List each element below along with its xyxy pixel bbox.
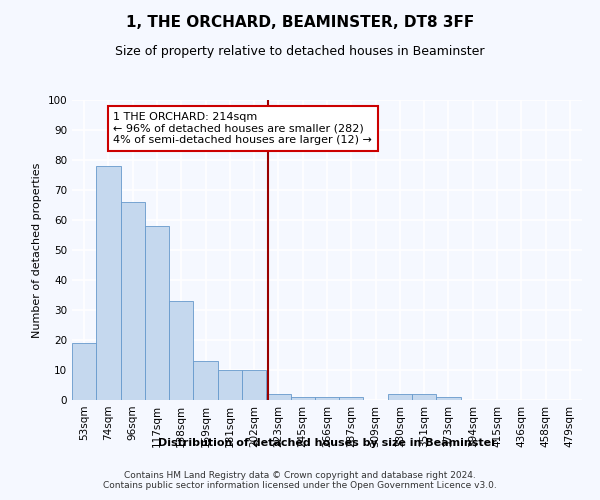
Y-axis label: Number of detached properties: Number of detached properties: [32, 162, 42, 338]
Text: 1, THE ORCHARD, BEAMINSTER, DT8 3FF: 1, THE ORCHARD, BEAMINSTER, DT8 3FF: [126, 15, 474, 30]
Bar: [266, 394, 290, 400]
Bar: [193, 361, 218, 400]
Text: Contains HM Land Registry data © Crown copyright and database right 2024.
Contai: Contains HM Land Registry data © Crown c…: [103, 470, 497, 490]
Bar: [436, 397, 461, 400]
Bar: [218, 370, 242, 400]
Bar: [145, 226, 169, 400]
Bar: [96, 166, 121, 400]
Text: Distribution of detached houses by size in Beaminster: Distribution of detached houses by size …: [158, 438, 496, 448]
Bar: [339, 397, 364, 400]
Text: Size of property relative to detached houses in Beaminster: Size of property relative to detached ho…: [115, 45, 485, 58]
Bar: [315, 397, 339, 400]
Text: 1 THE ORCHARD: 214sqm
← 96% of detached houses are smaller (282)
4% of semi-deta: 1 THE ORCHARD: 214sqm ← 96% of detached …: [113, 112, 372, 145]
Bar: [412, 394, 436, 400]
Bar: [72, 343, 96, 400]
Bar: [242, 370, 266, 400]
Bar: [290, 397, 315, 400]
Bar: [388, 394, 412, 400]
Bar: [169, 301, 193, 400]
Bar: [121, 202, 145, 400]
